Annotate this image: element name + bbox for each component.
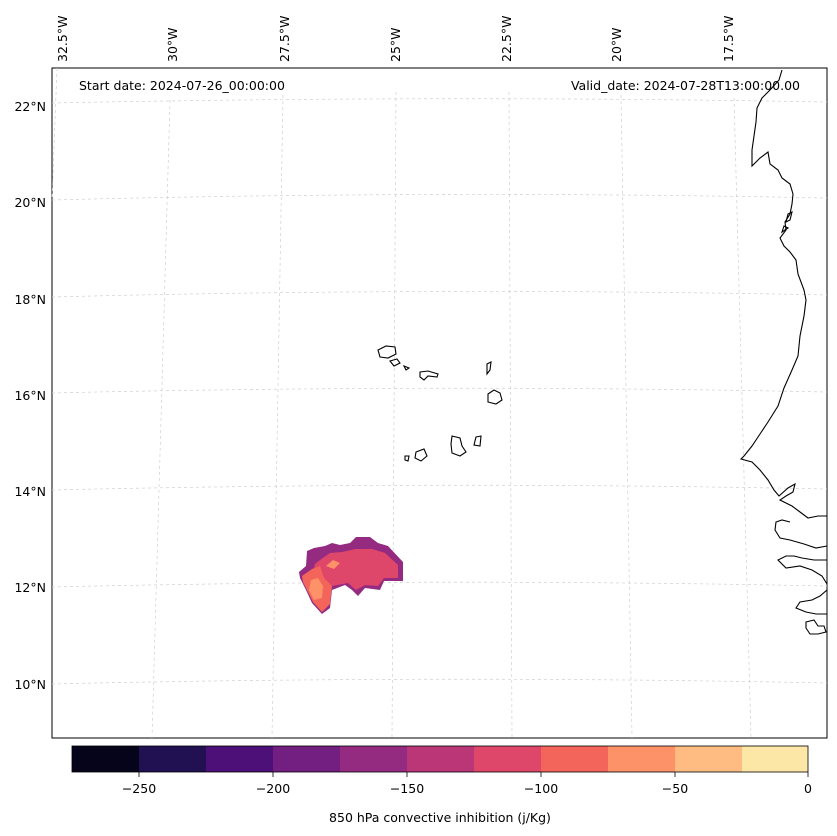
colorbar-tick-label: 0 [804, 781, 812, 796]
colorbar-swatch [474, 746, 541, 772]
colorbar: −250 −200 −150 −100 −50 0 850 hPa convec… [71, 745, 812, 825]
guinea-bissau-coast [777, 555, 828, 585]
parallel-18n [51, 291, 828, 298]
senegal-islands [780, 210, 793, 234]
colorbar-swatch [206, 746, 273, 772]
island-santo-antao [377, 345, 397, 359]
lon-label: 27.5°W [277, 16, 292, 62]
parallel-10n [51, 678, 828, 685]
colorbar-swatch [139, 746, 206, 772]
island-boa-vista [487, 389, 503, 405]
colorbar-swatch [608, 746, 675, 772]
colorbar-tick-label: −50 [662, 781, 688, 796]
colorbar-swatch [541, 746, 608, 772]
colorbar-title: 850 hPa convective inhibition (j/Kg) [329, 810, 551, 825]
island-brava [404, 455, 410, 462]
meridian-32-5w [51, 67, 58, 201]
guinea-coast [795, 589, 828, 615]
cin-field [299, 537, 403, 614]
colorbar-swatch [72, 746, 139, 772]
colorbar-swatch [742, 746, 808, 772]
meridian-17-5w [733, 97, 752, 739]
colorbar-tick-label: −150 [390, 781, 424, 796]
colorbar-outline [71, 745, 809, 773]
lat-label: 20°N [14, 195, 46, 210]
lon-label: 25°W [388, 27, 403, 62]
valid-date-label: Valid_date: 2024-07-28T13:00:00.00 [571, 78, 800, 93]
colorbar-ticks [138, 772, 809, 777]
lon-label: 17.5°W [721, 16, 736, 62]
bissagos-islands [805, 619, 827, 635]
latitude-labels: 22°N 20°N 18°N 16°N 14°N 12°N 10°N [14, 99, 46, 692]
lon-label: 30°W [165, 27, 180, 62]
lat-label: 10°N [14, 677, 46, 692]
meridian-20w [620, 94, 633, 739]
cin-contour-mid [313, 549, 398, 590]
cin-contour-peak [309, 578, 323, 600]
lon-label: 22.5°W [499, 16, 514, 62]
parallel-22n [51, 98, 828, 104]
start-date-label: Start date: 2024-07-26_00:00:00 [79, 78, 285, 93]
gridlines [51, 67, 828, 739]
colorbar-swatch [340, 746, 407, 772]
parallel-14n [51, 484, 828, 491]
map-frame [51, 67, 828, 739]
island-sal [486, 361, 492, 376]
africa-coastline [739, 69, 827, 519]
gambia-coast [774, 519, 828, 549]
cape-verde-islands [377, 345, 503, 462]
island-sao-vicente [389, 358, 401, 367]
island-maio [473, 435, 482, 447]
lat-label: 16°N [14, 388, 46, 403]
colorbar-tick-label: −200 [256, 781, 290, 796]
meridian-27-5w [271, 94, 284, 739]
colorbar-swatch [675, 746, 742, 772]
lat-label: 14°N [14, 484, 46, 499]
lat-label: 22°N [14, 99, 46, 114]
coastlines [739, 69, 828, 635]
colorbar-swatch [407, 746, 474, 772]
lon-label: 20°W [609, 27, 624, 62]
parallel-16n [51, 387, 828, 394]
cin-contour-peak-east [326, 560, 340, 569]
colorbar-swatch [273, 746, 340, 772]
longitude-labels: 32.5°W 30°W 27.5°W 25°W 22.5°W 20°W 17.5… [55, 16, 736, 62]
meridian-30w [151, 99, 171, 739]
island-santiago [450, 435, 467, 457]
parallel-12n [51, 581, 828, 588]
colorbar-tick-label: −250 [122, 781, 156, 796]
colorbar-tick-label: −100 [524, 781, 558, 796]
island-santa-luzia [402, 364, 411, 371]
island-sao-nicolau [419, 370, 439, 381]
island-fogo [414, 448, 428, 462]
lon-label: 32.5°W [55, 16, 70, 62]
parallel-20n [51, 194, 828, 201]
lat-label: 18°N [14, 292, 46, 307]
lat-label: 12°N [14, 580, 46, 595]
